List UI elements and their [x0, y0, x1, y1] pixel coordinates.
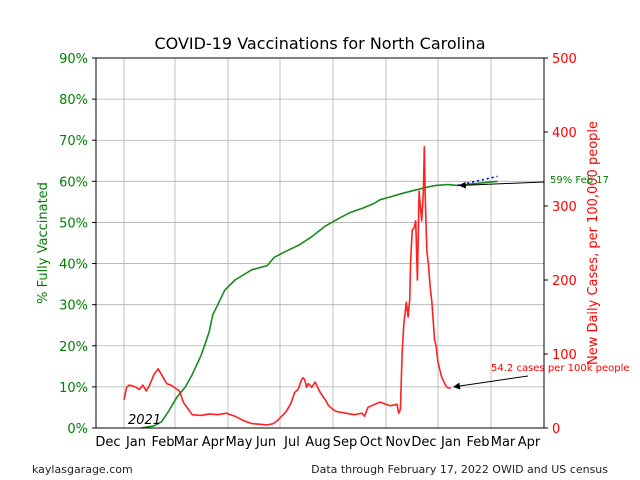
y-left-tick-label: 20% [59, 340, 88, 355]
y-axis-right-label: New Daily Cases, per 100,000 people [586, 121, 601, 365]
series-layer [123, 146, 498, 429]
y-right-tick-label: 200 [552, 274, 577, 289]
y-left-tick-label: 70% [59, 134, 88, 149]
y-left-tick-label: 10% [59, 381, 88, 396]
x-tick-label: Mar [174, 435, 199, 450]
x-tick-label: Feb [151, 435, 174, 450]
vaccinated-line [140, 180, 498, 429]
y-right-tick-label: 400 [552, 126, 577, 141]
x-tick-label: Feb [466, 435, 489, 450]
y-left-tick-label: 40% [59, 258, 88, 273]
y-left-tick-label: 80% [59, 93, 88, 108]
x-tick-label: Aug [305, 435, 330, 450]
chart-title: COVID-19 Vaccinations for North Carolina [155, 34, 486, 53]
x-tick-label: Dec [411, 435, 436, 450]
x-tick-label: Jan [440, 435, 461, 450]
y-right-tick-label: 0 [552, 422, 560, 437]
vaccinated-annotation-text: 59% Feb 17 [550, 175, 609, 186]
y-right-tick-label: 500 [552, 52, 577, 67]
y-left-tick-label: 60% [59, 175, 88, 190]
x-tick-label: Jan [125, 435, 146, 450]
footer-data-note: Data through February 17, 2022 OWID and … [311, 463, 608, 476]
x-tick-label: Sep [333, 435, 358, 450]
y-left-tick-label: 90% [59, 52, 88, 67]
grid [96, 57, 544, 429]
x-tick-label: Jul [283, 435, 300, 450]
x-tick-label: Apr [518, 435, 541, 450]
cases-annotation-text: 54.2 cases per 100k people [491, 363, 630, 374]
y-left-tick-label: 0% [67, 422, 88, 437]
x-tick-label: Oct [360, 435, 382, 450]
x-tick-label: May [226, 435, 253, 450]
footer-source: kaylasgarage.com [32, 463, 133, 476]
y-left-tick-label: 30% [59, 299, 88, 314]
x-tick-label: Mar [491, 435, 516, 450]
plot-frame [95, 57, 545, 429]
x-tick-label: Nov [385, 435, 411, 450]
year-marker: 2021 [128, 413, 161, 428]
cases-annotation-arrow [453, 375, 529, 390]
vaccinated-annotation-arrow [458, 181, 545, 189]
y-right-tick-label: 100 [552, 348, 577, 363]
annotations: 59% Feb 17 54.2 cases per 100k people [453, 175, 630, 390]
y-left-tick-label: 50% [59, 216, 88, 231]
x-tick-label: Apr [202, 435, 225, 450]
x-tick-label: Dec [95, 435, 120, 450]
y-axis-left-label: % Fully Vaccinated [36, 182, 51, 304]
cases-line [123, 146, 451, 426]
ticks: 0% 10% 20% 30% 40% 50% 60% 70% 80% 90% 0 100 200 300 4… [59, 52, 577, 450]
x-tick-label: Jun [255, 435, 276, 450]
y-right-tick-label: 300 [552, 200, 577, 215]
